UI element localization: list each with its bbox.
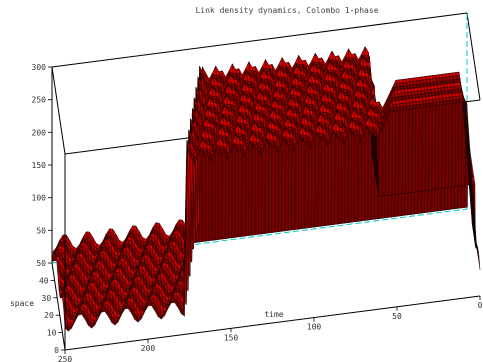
space-tick-label: 10 bbox=[47, 329, 57, 338]
space-tick-label: 50 bbox=[36, 259, 46, 268]
time-tick-label: 50 bbox=[392, 312, 402, 321]
box-edge-top-back bbox=[51, 12, 468, 68]
surface-facet bbox=[476, 244, 481, 270]
box-edge-top-right bbox=[466, 12, 481, 101]
z-axis-ticks: 50 100 150 200 250 300 bbox=[32, 63, 52, 235]
box-edge-bottom-left bbox=[51, 262, 66, 351]
time-tick-label: 250 bbox=[58, 355, 73, 362]
space-axis-ticks: 0 10 20 30 40 50 bbox=[36, 259, 65, 355]
space-tick-label: 20 bbox=[44, 311, 54, 320]
space-tick-label: 30 bbox=[42, 294, 52, 303]
space-tick-label: 40 bbox=[39, 276, 49, 285]
z-tick-label: 100 bbox=[32, 194, 47, 203]
box-edge-bottom-front bbox=[64, 295, 481, 351]
z-tick-label: 300 bbox=[32, 63, 47, 72]
density-surface bbox=[51, 46, 481, 332]
cyan-axis-line-back bbox=[51, 208, 468, 264]
bounding-box-front bbox=[51, 154, 481, 351]
chart-title: Link density dynamics, Colombo 1-phase bbox=[195, 6, 378, 15]
time-tick-label: 100 bbox=[307, 323, 322, 332]
space-tick-label: 0 bbox=[54, 346, 59, 355]
time-tick-label: 150 bbox=[224, 333, 239, 342]
z-tick-label: 250 bbox=[32, 96, 47, 105]
space-axis-label: space bbox=[10, 299, 34, 308]
z-tick-label: 200 bbox=[32, 128, 47, 137]
z-tick-label: 150 bbox=[32, 161, 47, 170]
time-axis-label: time bbox=[264, 310, 283, 319]
time-axis-ticks: 0 50 100 150 200 250 bbox=[58, 296, 483, 362]
time-tick-label: 0 bbox=[478, 301, 483, 310]
z-tick-label: 50 bbox=[36, 226, 46, 235]
box-edge-top-left bbox=[51, 66, 66, 155]
time-tick-label: 200 bbox=[141, 344, 156, 353]
